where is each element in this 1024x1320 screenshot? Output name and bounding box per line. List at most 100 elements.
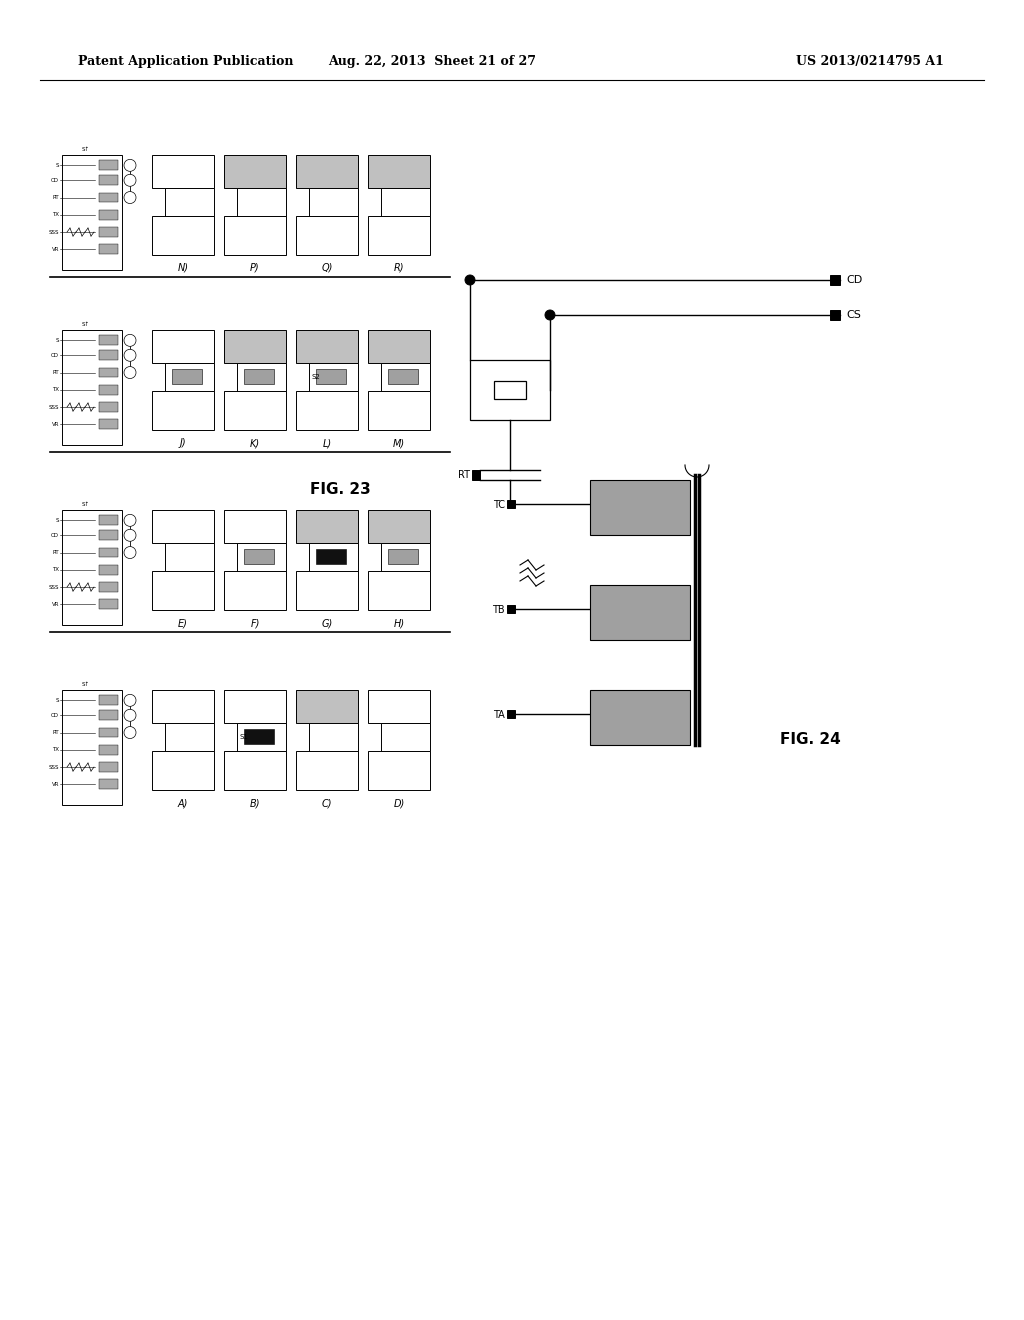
Bar bbox=[152, 510, 214, 543]
Bar bbox=[368, 572, 430, 610]
Text: N): N) bbox=[177, 263, 188, 273]
Text: SSS: SSS bbox=[48, 585, 59, 590]
Text: B): B) bbox=[250, 799, 260, 808]
Bar bbox=[296, 690, 358, 723]
Bar bbox=[470, 360, 550, 420]
Bar bbox=[237, 363, 286, 391]
Bar bbox=[316, 370, 346, 384]
Bar bbox=[237, 543, 286, 572]
Text: M): M) bbox=[393, 438, 406, 447]
Bar bbox=[152, 216, 214, 255]
Text: S↑: S↑ bbox=[82, 502, 90, 507]
Circle shape bbox=[124, 515, 136, 527]
Bar bbox=[165, 363, 214, 391]
Bar bbox=[388, 549, 418, 564]
Bar bbox=[99, 368, 119, 378]
Text: SSS: SSS bbox=[48, 230, 59, 235]
Text: VR: VR bbox=[51, 247, 59, 252]
Bar bbox=[296, 154, 358, 187]
Circle shape bbox=[545, 310, 555, 319]
Text: TA: TA bbox=[494, 710, 505, 719]
Bar bbox=[309, 363, 358, 391]
Circle shape bbox=[124, 529, 136, 541]
Bar bbox=[388, 370, 418, 384]
Text: CD: CD bbox=[51, 352, 59, 358]
Bar bbox=[381, 723, 430, 751]
Bar bbox=[172, 370, 202, 384]
Bar bbox=[99, 696, 119, 705]
Text: K): K) bbox=[250, 438, 260, 447]
Bar bbox=[99, 350, 119, 360]
Bar bbox=[237, 723, 286, 751]
Bar bbox=[296, 391, 358, 430]
Text: FIG. 23: FIG. 23 bbox=[309, 483, 371, 498]
Bar bbox=[309, 543, 358, 572]
Bar bbox=[152, 572, 214, 610]
Bar bbox=[62, 154, 122, 271]
Bar bbox=[830, 310, 840, 319]
Bar bbox=[244, 370, 274, 384]
Bar bbox=[224, 330, 286, 363]
Text: J): J) bbox=[179, 438, 186, 447]
Bar bbox=[99, 176, 119, 185]
Bar bbox=[152, 690, 214, 723]
Bar bbox=[99, 193, 119, 202]
Circle shape bbox=[124, 726, 136, 739]
Text: RT: RT bbox=[52, 370, 59, 375]
Bar bbox=[381, 363, 430, 391]
Bar bbox=[99, 420, 119, 429]
Bar bbox=[99, 744, 119, 755]
Bar bbox=[99, 727, 119, 738]
Bar bbox=[590, 690, 690, 744]
Bar bbox=[224, 751, 286, 789]
Circle shape bbox=[124, 334, 136, 346]
Text: S2: S2 bbox=[312, 374, 321, 380]
Circle shape bbox=[124, 367, 136, 379]
Bar bbox=[224, 690, 286, 723]
Bar bbox=[830, 275, 840, 285]
Text: FIG. 24: FIG. 24 bbox=[779, 733, 841, 747]
Text: CD: CD bbox=[51, 178, 59, 182]
Text: Q): Q) bbox=[322, 263, 333, 273]
Text: CD: CD bbox=[846, 275, 862, 285]
Bar bbox=[62, 330, 122, 445]
Bar bbox=[99, 710, 119, 721]
Bar bbox=[296, 751, 358, 789]
Bar bbox=[368, 751, 430, 789]
Bar bbox=[99, 531, 119, 540]
Circle shape bbox=[124, 350, 136, 362]
Bar bbox=[494, 381, 526, 399]
Text: RT: RT bbox=[458, 470, 470, 480]
Bar bbox=[99, 403, 119, 412]
Bar bbox=[224, 510, 286, 543]
Bar bbox=[99, 335, 119, 346]
Text: H): H) bbox=[393, 618, 404, 628]
Bar bbox=[296, 330, 358, 363]
Circle shape bbox=[124, 546, 136, 558]
Bar bbox=[507, 605, 515, 612]
Text: TX: TX bbox=[52, 213, 59, 218]
Circle shape bbox=[124, 694, 136, 706]
Bar bbox=[99, 161, 119, 170]
Bar bbox=[99, 516, 119, 525]
Bar bbox=[99, 548, 119, 557]
Text: S: S bbox=[55, 698, 59, 702]
Bar bbox=[99, 599, 119, 610]
Circle shape bbox=[124, 174, 136, 186]
Bar bbox=[99, 210, 119, 219]
Bar bbox=[381, 187, 430, 216]
Text: F): F) bbox=[250, 618, 260, 628]
Bar bbox=[507, 710, 515, 718]
Text: VR: VR bbox=[51, 422, 59, 426]
Text: S1: S1 bbox=[240, 734, 249, 741]
Circle shape bbox=[124, 191, 136, 203]
Circle shape bbox=[465, 275, 475, 285]
Bar bbox=[62, 510, 122, 624]
Text: RT: RT bbox=[52, 730, 59, 735]
Bar bbox=[99, 582, 119, 591]
Bar bbox=[152, 330, 214, 363]
Text: S: S bbox=[55, 338, 59, 343]
Bar bbox=[99, 227, 119, 236]
Text: S: S bbox=[55, 162, 59, 168]
Bar bbox=[296, 572, 358, 610]
